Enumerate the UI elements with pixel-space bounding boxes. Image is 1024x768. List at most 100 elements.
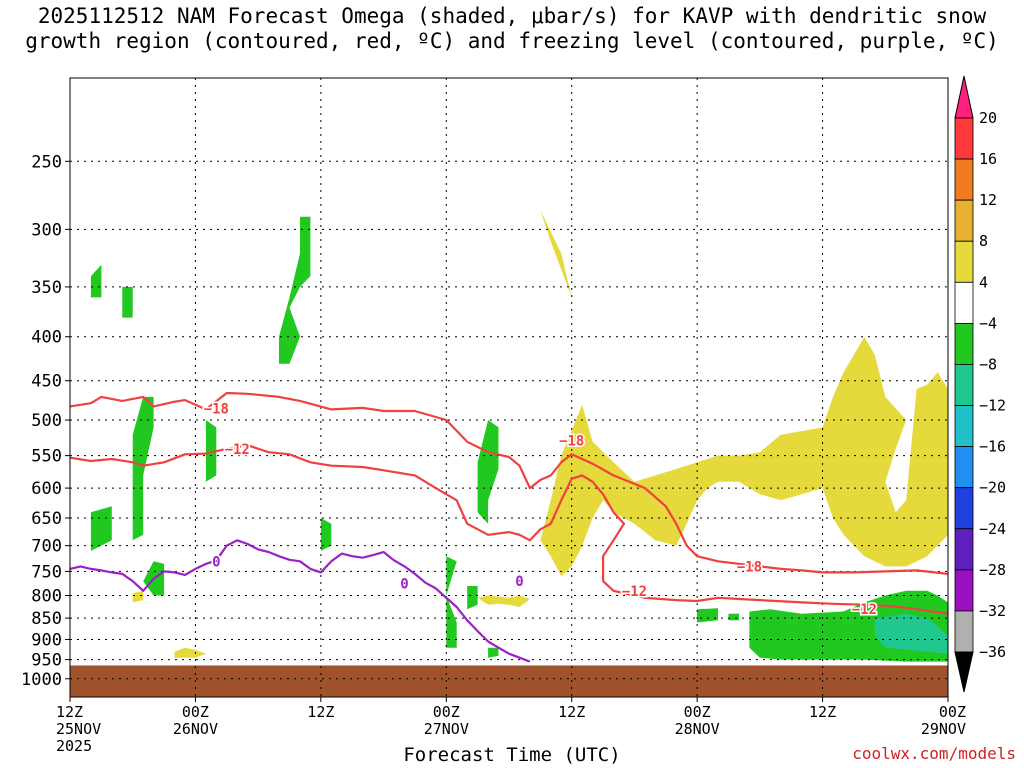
x-tick-label: 25NOV	[56, 720, 101, 738]
x-axis-title: Forecast Time (UTC)	[403, 744, 621, 766]
contour-lines	[69, 391, 949, 663]
x-tick-label: 27NOV	[424, 720, 469, 738]
x-tick-label: 29NOV	[921, 720, 966, 738]
colorbar-label: −12	[979, 397, 1006, 415]
omega-region	[467, 586, 478, 610]
colorbar-bottom-arrow	[954, 651, 974, 693]
colorbar-swatch	[954, 240, 974, 283]
contour-label: 0	[515, 574, 523, 590]
omega-region	[697, 608, 718, 623]
omega-region	[174, 647, 206, 658]
contour-label: −12	[852, 602, 877, 618]
y-tick-label: 750	[31, 562, 62, 582]
contour-label: 0	[212, 554, 220, 570]
colorbar-label: −4	[979, 314, 997, 332]
y-tick-label: 550	[31, 447, 62, 467]
plot-frame	[69, 77, 949, 698]
colorbar-legend: 20 16 12 8 4 −4 −8 −12 −16 −20 −24 −28 −32 −36	[954, 75, 1006, 693]
y-tick-label: 450	[31, 372, 62, 392]
contour-labels: −18 −12 0 0 0 −18 −18 −12 −12	[202, 400, 878, 620]
y-tick-label: 350	[31, 278, 62, 298]
colorbar-label: −28	[979, 561, 1006, 579]
colorbar-swatch	[954, 158, 974, 201]
colorbar-swatch	[954, 364, 974, 406]
omega-region	[132, 590, 144, 603]
y-tick-label: 700	[31, 537, 62, 557]
y-tick-label: 600	[31, 479, 62, 499]
omega-region	[279, 216, 311, 364]
omega-region	[874, 613, 948, 654]
colorbar-swatch	[954, 281, 974, 324]
colorbar-label: 4	[979, 273, 988, 291]
x-tick-label: 28NOV	[675, 720, 720, 738]
colorbar-top-arrow	[954, 75, 974, 119]
y-tick-label: 950	[31, 651, 62, 671]
colorbar-swatch	[954, 199, 974, 242]
omega-region	[477, 420, 499, 524]
contour-label: −12	[622, 584, 647, 600]
y-tick-label: 400	[31, 328, 62, 348]
x-tick-label: 00Z	[684, 703, 711, 721]
colorbar-label: −8	[979, 355, 997, 373]
chart-title: 2025112512 NAM Forecast Omega (shaded, μ…	[25, 4, 999, 53]
colorbar-label: −20	[979, 479, 1006, 497]
colorbar-swatch	[954, 569, 974, 612]
x-tick-label: 00Z	[433, 703, 460, 721]
colorbar-swatch	[954, 446, 974, 489]
y-tick-label: 650	[31, 509, 62, 529]
x-tick-label: 00Z	[182, 703, 209, 721]
colorbar-swatch	[954, 610, 974, 653]
y-tick-label: 900	[31, 630, 62, 650]
y-tick-label: 1000	[21, 670, 62, 690]
omega-region	[477, 595, 530, 607]
colorbar-label: −24	[979, 520, 1006, 538]
ground-fill	[70, 665, 948, 697]
y-tick-label: 850	[31, 609, 62, 629]
omega-region	[205, 420, 217, 482]
y-tick-label: 250	[31, 152, 62, 172]
y-tick-label: 800	[31, 586, 62, 606]
x-tick-label: 12Z	[809, 703, 836, 721]
colorbar-label: 8	[979, 232, 988, 250]
omega-shading	[90, 210, 948, 662]
omega-region	[90, 506, 112, 551]
omega-region	[728, 613, 739, 621]
contour-line	[69, 391, 949, 575]
credit-text: coolwx.com/models	[852, 744, 1016, 763]
x-tick-label: 26NOV	[173, 720, 218, 738]
x-tick-label: 00Z	[939, 703, 966, 721]
contour-line	[69, 444, 949, 615]
colorbar-swatch	[954, 487, 974, 530]
x-tick-label: 12Z	[56, 703, 83, 721]
omega-region	[122, 286, 133, 318]
contour-label: −18	[737, 559, 762, 575]
colorbar-label: 20	[979, 109, 997, 127]
omega-region	[488, 647, 499, 658]
y-tick-label: 300	[31, 220, 62, 240]
colorbar-label: 16	[979, 150, 997, 168]
omega-region	[320, 518, 332, 551]
colorbar-label: −16	[979, 438, 1006, 456]
omega-region	[446, 556, 457, 648]
contour-label: −18	[559, 433, 584, 449]
contour-line	[69, 539, 531, 663]
y-axis: 2503003504004505005506006507007508008509…	[21, 152, 70, 690]
x-tick-label: 12Z	[307, 703, 334, 721]
omega-region	[90, 264, 102, 298]
x-tick-label: 2025	[56, 737, 92, 755]
omega-region	[132, 396, 154, 541]
colorbar-swatch	[954, 528, 974, 571]
colorbar-label: −32	[979, 602, 1006, 620]
contour-label: 0	[400, 577, 408, 593]
y-tick-label: 500	[31, 411, 62, 431]
omega-region	[540, 210, 948, 577]
colorbar-swatch	[954, 322, 974, 365]
colorbar-swatch	[954, 405, 974, 448]
colorbar-label: 12	[979, 191, 997, 209]
colorbar-swatch	[954, 117, 974, 160]
ground-surface	[70, 665, 948, 697]
contour-label: −18	[204, 402, 229, 418]
contour-label: −12	[225, 442, 250, 458]
